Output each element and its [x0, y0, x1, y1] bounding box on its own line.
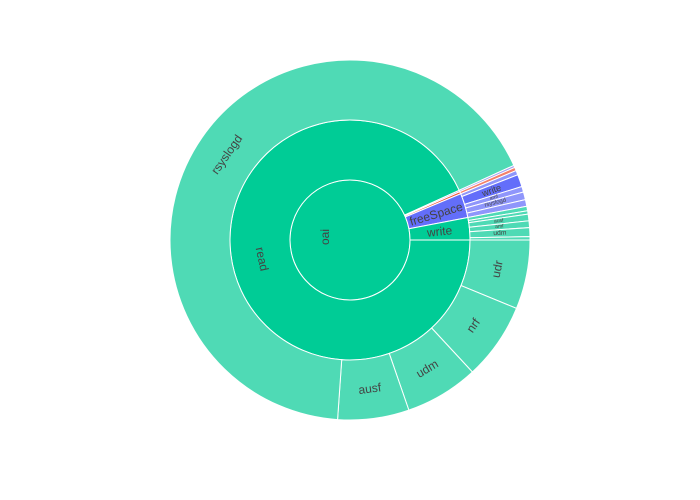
- wedge-rsyslogd-depth2[interactable]: [169, 59, 515, 421]
- wedge-label-read: read: [253, 246, 272, 272]
- wedge-label-udm: udm: [493, 230, 507, 238]
- wedge-label-amf: amf: [495, 223, 505, 230]
- wedge-label-write: write: [425, 223, 453, 239]
- wedge-label-oai: oai: [318, 229, 332, 245]
- wedge-label-amf: amf: [489, 193, 499, 201]
- wedge-oai-depth0[interactable]: [289, 179, 411, 301]
- wedge-label-ausf: ausf: [358, 380, 383, 397]
- wedge-label-udr: udr: [489, 259, 506, 279]
- wedge-label-ausf: ausf: [494, 218, 505, 225]
- wedge-unlabeled-depth2[interactable]: [469, 236, 531, 241]
- wedge-label-rsyslogd: rsyslogd: [484, 198, 507, 209]
